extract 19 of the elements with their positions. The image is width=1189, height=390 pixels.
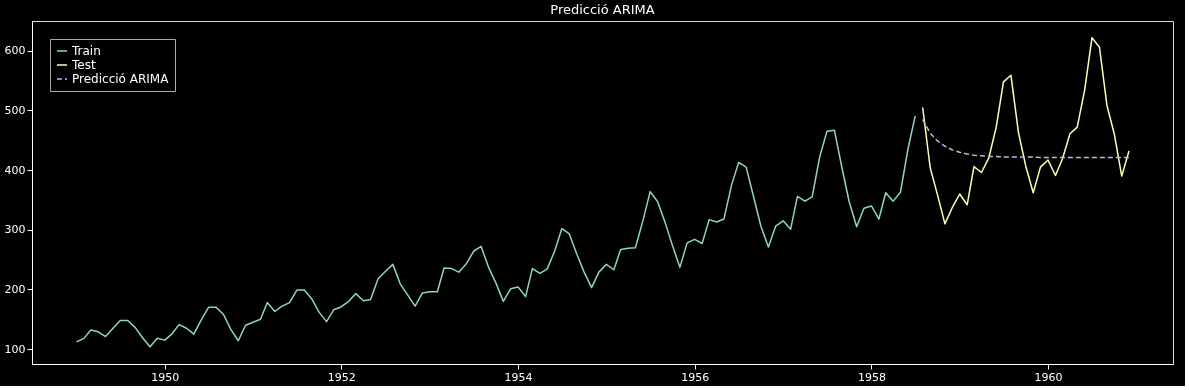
legend-label: Predicció ARIMA xyxy=(72,72,170,86)
line-series xyxy=(921,36,1130,225)
x-tick-label: 1954 xyxy=(504,370,533,384)
legend-label: Test xyxy=(71,58,96,72)
line-series xyxy=(921,118,1130,159)
y-tick-label: 100 xyxy=(4,342,26,356)
x-tick-label: 1952 xyxy=(327,370,356,384)
x-tick-label: 1960 xyxy=(1034,370,1063,384)
line-series xyxy=(75,115,916,348)
y-tick-label: 400 xyxy=(4,163,26,177)
x-tick-label: 1950 xyxy=(151,370,180,384)
chart-title: Predicció ARIMA xyxy=(550,2,655,17)
y-tick-label: 600 xyxy=(4,44,26,58)
legend-label: Train xyxy=(71,44,101,58)
y-tick-label: 300 xyxy=(4,223,26,237)
x-tick-label: 1956 xyxy=(681,370,710,384)
y-tick-label: 200 xyxy=(4,282,26,296)
x-tick-label: 1958 xyxy=(857,370,886,384)
y-tick-label: 500 xyxy=(4,103,26,117)
